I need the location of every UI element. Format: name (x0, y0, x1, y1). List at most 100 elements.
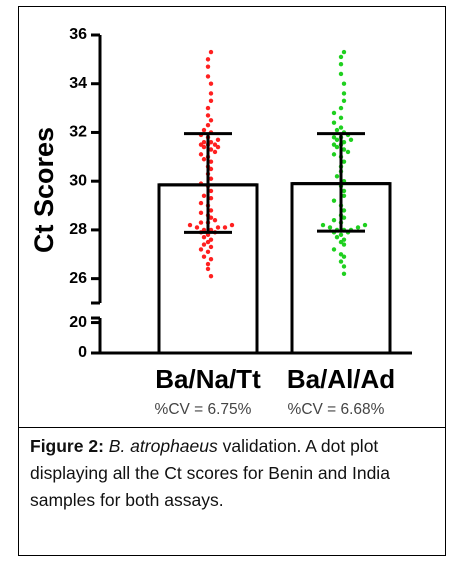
dot (205, 113, 211, 118)
dot (201, 193, 207, 198)
dot (205, 74, 211, 79)
dot (194, 225, 200, 230)
dot (208, 188, 214, 194)
dot (348, 137, 354, 142)
y-tick-label: 26 (69, 270, 87, 287)
dot (341, 193, 347, 198)
dot (338, 62, 344, 67)
dot (208, 215, 214, 220)
dot (331, 120, 337, 125)
dot (341, 264, 347, 269)
dot (338, 105, 344, 111)
y-tick-label: 32 (69, 124, 87, 141)
dot (201, 157, 207, 162)
dot (338, 252, 344, 257)
dot (341, 91, 347, 96)
dot (345, 149, 351, 155)
dot (208, 49, 214, 55)
dot (338, 71, 344, 77)
dot (208, 274, 214, 279)
dot (331, 152, 337, 157)
dot (338, 239, 344, 245)
dot (201, 127, 207, 133)
dot (338, 54, 344, 60)
dot (320, 222, 326, 228)
dot (341, 140, 347, 145)
dot (334, 235, 340, 240)
y-tick-label: 0 (78, 344, 87, 361)
dot (341, 147, 347, 152)
dot (201, 242, 207, 247)
dot (208, 244, 214, 250)
dot (212, 142, 218, 147)
dot (341, 188, 347, 194)
dot (222, 225, 228, 230)
dot (341, 49, 347, 55)
caption-text: validation. A dot plot displaying all th… (30, 436, 390, 510)
dot (201, 235, 207, 240)
dot (334, 127, 340, 133)
dot (338, 115, 344, 121)
dot (205, 122, 211, 128)
dot (362, 222, 368, 228)
dot (201, 254, 207, 259)
dot (229, 222, 235, 228)
dot (205, 105, 211, 111)
dot (327, 225, 333, 230)
cv-annotation: %CV = 6.68% (288, 401, 385, 418)
dot (198, 142, 204, 147)
dot (215, 137, 221, 142)
dot (334, 137, 340, 142)
cv-annotation: %CV = 6.75% (155, 401, 252, 418)
dot (331, 247, 337, 252)
dot (331, 217, 337, 223)
dot (208, 118, 214, 123)
dot (198, 220, 204, 225)
y-tick-label: 36 (69, 26, 87, 43)
y-tick-label: 28 (69, 221, 87, 238)
dot (208, 256, 214, 262)
dot (198, 200, 204, 206)
dot (338, 125, 344, 130)
dot (208, 140, 214, 145)
x-tick-label: Ba/Na/Tt (155, 364, 261, 394)
dot (187, 222, 193, 228)
dot (205, 57, 211, 62)
dot (205, 239, 211, 245)
dot (338, 232, 344, 237)
caption-divider (18, 427, 446, 428)
dot (331, 198, 337, 203)
dot (334, 174, 340, 179)
dot (341, 159, 347, 164)
dot (208, 208, 214, 213)
y-tick-label: 30 (69, 172, 87, 189)
dot (198, 247, 204, 252)
dot (331, 110, 337, 116)
dot (208, 166, 214, 172)
caption-label: Figure 2: (30, 436, 104, 456)
dot (331, 135, 337, 140)
caption-species: B. atrophaeus (108, 436, 218, 456)
dot (215, 144, 221, 150)
dot (215, 225, 221, 230)
dot (212, 149, 218, 155)
dot (198, 152, 204, 157)
dot (341, 271, 347, 276)
dot (205, 261, 211, 267)
dot (201, 144, 207, 150)
dot (208, 81, 214, 86)
dot (341, 237, 347, 242)
dot (341, 242, 347, 247)
dot (208, 176, 214, 181)
dot (334, 144, 340, 150)
dot (341, 81, 347, 86)
dot (208, 91, 214, 96)
dot (341, 208, 347, 213)
chart: Ct Scores 0 20 26 28 30 32 34 36 Ba/Na/Tt %CV = 6… (29, 26, 412, 418)
dot (212, 217, 218, 223)
figure-frame (18, 6, 446, 556)
dot (198, 210, 204, 216)
dot (341, 254, 347, 259)
dot (208, 159, 214, 164)
